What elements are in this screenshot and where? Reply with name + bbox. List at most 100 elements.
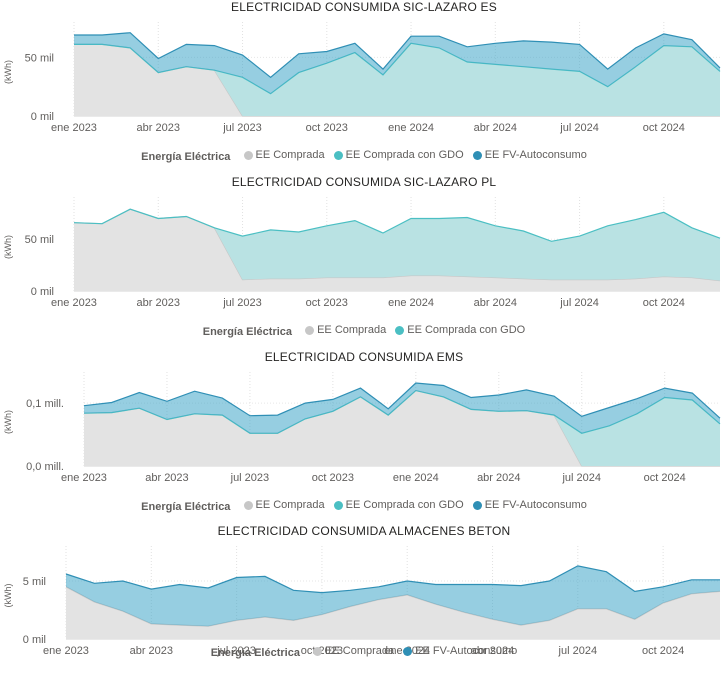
area-chart-almacenes-beton[interactable]: 0 mil 5 mil (kWh) ene 2023 abr 2023 jul 2023 o…: [0, 524, 728, 664]
data-point-fv[interactable]: [518, 583, 523, 588]
data-point-fv[interactable]: [575, 563, 580, 568]
data-point-fv[interactable]: [633, 45, 638, 50]
data-point-fv[interactable]: [164, 399, 169, 404]
data-point-fv[interactable]: [275, 413, 280, 418]
data-point-gdo[interactable]: [605, 223, 610, 228]
legend-item-comprada[interactable]: EE Comprada: [313, 645, 394, 657]
data-point-fv[interactable]: [358, 386, 363, 391]
data-point-fv[interactable]: [607, 405, 612, 410]
legend-item-comprada[interactable]: EE Comprada: [243, 499, 325, 511]
data-point-fv[interactable]: [263, 574, 268, 579]
data-point-fv[interactable]: [234, 575, 239, 580]
area-gdo[interactable]: [74, 43, 720, 116]
area-comprada[interactable]: [66, 586, 720, 639]
data-point-gdo[interactable]: [380, 231, 385, 236]
data-point-gdo[interactable]: [409, 216, 414, 221]
data-point-gdo[interactable]: [324, 223, 329, 228]
data-point-fv[interactable]: [156, 56, 161, 61]
data-point-gdo[interactable]: [577, 234, 582, 239]
area-comprada[interactable]: [84, 390, 720, 466]
data-point-fv[interactable]: [718, 577, 723, 582]
data-point-gdo[interactable]: [718, 236, 723, 241]
data-point-fv[interactable]: [437, 34, 442, 39]
data-point-fv[interactable]: [462, 582, 467, 587]
data-point-fv[interactable]: [469, 395, 474, 400]
data-point-fv[interactable]: [212, 43, 217, 48]
data-point-gdo[interactable]: [352, 218, 357, 223]
data-point-gdo[interactable]: [521, 228, 526, 233]
data-point-gdo[interactable]: [240, 234, 245, 239]
data-point-fv[interactable]: [64, 572, 69, 577]
data-point-fv[interactable]: [177, 582, 182, 587]
area-chart-sic-lazaro-pl[interactable]: 0 mil 50 mil (kWh) ene 2023 abr 2023 jul 2023…: [0, 175, 728, 315]
data-point-gdo[interactable]: [493, 223, 498, 228]
data-point-fv[interactable]: [352, 41, 357, 46]
data-point-fv[interactable]: [149, 587, 154, 592]
legend-item-gdo[interactable]: EE Comprada con GDO: [395, 324, 525, 336]
area-comprada[interactable]: [74, 44, 720, 116]
data-point-gdo[interactable]: [465, 215, 470, 220]
data-point-fv[interactable]: [192, 389, 197, 394]
data-point-fv[interactable]: [547, 579, 552, 584]
data-point-fv[interactable]: [493, 41, 498, 46]
data-point-fv[interactable]: [496, 392, 501, 397]
data-point-fv[interactable]: [137, 390, 142, 395]
area-fv[interactable]: [84, 383, 720, 434]
data-point-fv[interactable]: [441, 383, 446, 388]
data-point-gdo[interactable]: [296, 229, 301, 234]
legend-item-comprada[interactable]: EE Comprada: [305, 324, 386, 336]
legend-item-gdo[interactable]: EE Comprada con GDO: [333, 499, 464, 511]
data-point-fv[interactable]: [376, 584, 381, 589]
legend-item-gdo[interactable]: EE Comprada con GDO: [333, 149, 464, 161]
area-fv[interactable]: [66, 565, 720, 627]
data-point-fv[interactable]: [409, 34, 414, 39]
area-chart-ems[interactable]: 0,0 mill. 0,1 mill. (kWh) ene 2023 abr 2023 j…: [0, 350, 728, 490]
legend-item-fv[interactable]: EE FV-Autoconsumo: [472, 149, 587, 161]
data-point-fv[interactable]: [577, 42, 582, 47]
area-gdo[interactable]: [74, 209, 720, 281]
data-point-fv[interactable]: [661, 584, 666, 589]
legend-item-comprada[interactable]: EE Comprada: [243, 149, 325, 161]
data-point-fv[interactable]: [109, 400, 114, 405]
data-point-fv[interactable]: [324, 49, 329, 54]
area-comprada[interactable]: [74, 209, 720, 291]
data-point-fv[interactable]: [661, 31, 666, 36]
data-point-gdo[interactable]: [689, 225, 694, 230]
data-point-fv[interactable]: [380, 67, 385, 72]
area-fv[interactable]: [74, 32, 720, 94]
data-point-fv[interactable]: [319, 590, 324, 595]
data-point-fv[interactable]: [718, 416, 723, 421]
data-point-fv[interactable]: [296, 51, 301, 56]
area-gdo[interactable]: [84, 390, 720, 466]
data-point-fv[interactable]: [689, 577, 694, 582]
area-chart-sic-lazaro-es[interactable]: 0 mil 50 mil (kWh) ene 2023 abr 2023 jul 2023…: [0, 0, 728, 140]
data-point-fv[interactable]: [82, 403, 87, 408]
data-point-fv[interactable]: [92, 581, 97, 586]
data-point-gdo[interactable]: [633, 217, 638, 222]
data-point-fv[interactable]: [100, 33, 105, 38]
data-point-fv[interactable]: [240, 52, 245, 57]
data-point-fv[interactable]: [291, 588, 296, 593]
data-point-gdo[interactable]: [268, 227, 273, 232]
data-point-fv[interactable]: [128, 30, 133, 35]
data-point-fv[interactable]: [72, 33, 77, 38]
data-point-fv[interactable]: [184, 42, 189, 47]
data-point-gdo[interactable]: [437, 216, 442, 221]
data-point-fv[interactable]: [120, 579, 125, 584]
data-point-fv[interactable]: [635, 396, 640, 401]
legend-item-fv[interactable]: EE FV-Autoconsumo: [472, 499, 587, 511]
data-point-gdo[interactable]: [661, 210, 666, 215]
data-point-fv[interactable]: [220, 396, 225, 401]
data-point-fv[interactable]: [524, 387, 529, 392]
data-point-fv[interactable]: [718, 65, 723, 70]
data-point-fv[interactable]: [689, 37, 694, 42]
data-point-fv[interactable]: [605, 67, 610, 72]
data-point-fv[interactable]: [604, 569, 609, 574]
data-point-fv[interactable]: [303, 401, 308, 406]
data-point-fv[interactable]: [549, 40, 554, 45]
data-point-fv[interactable]: [579, 414, 584, 419]
data-point-fv[interactable]: [206, 585, 211, 590]
data-point-fv[interactable]: [330, 397, 335, 402]
data-point-fv[interactable]: [268, 75, 273, 80]
data-point-fv[interactable]: [465, 44, 470, 49]
